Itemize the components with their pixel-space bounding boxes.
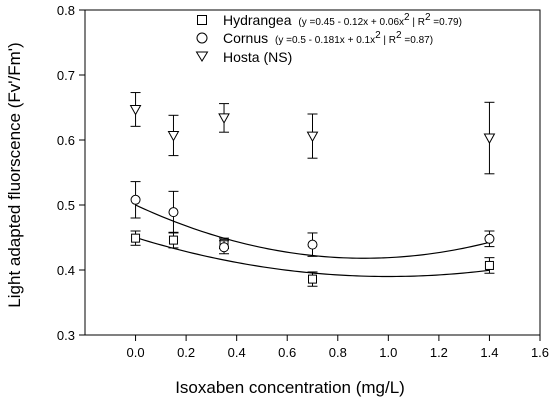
y-tick-label-2: 0.5 xyxy=(57,198,75,213)
point-hosta-1 xyxy=(167,130,180,142)
point-hydrangea-0 xyxy=(131,233,141,243)
y-tick-label-4: 0.7 xyxy=(57,68,75,83)
legend-label-cornus: Cornus (y =0.5 - 0.181x + 0.1x2 | R2 =0.… xyxy=(223,30,433,46)
point-hosta-3 xyxy=(306,131,319,143)
legend-label-hydrangea: Hydrangea (y =0.45 - 0.12x + 0.06x2 | R2… xyxy=(223,12,462,28)
point-cornus-1 xyxy=(168,207,179,218)
y-tick-label-5: 0.8 xyxy=(57,3,75,18)
y-axis-label: Light adapted fluorscence (Fv'/Fm') xyxy=(5,42,24,307)
legend: Hydrangea (y =0.45 - 0.12x + 0.06x2 | R2… xyxy=(195,12,462,65)
plot-frame xyxy=(84,9,541,336)
legend-marker-hydrangea xyxy=(197,15,207,25)
x-tick-label-5: 1.0 xyxy=(379,345,397,360)
x-tick-label-8: 1.6 xyxy=(531,345,549,360)
x-tick-label-3: 0.6 xyxy=(278,345,296,360)
point-hydrangea-4 xyxy=(484,260,494,270)
point-cornus-4 xyxy=(484,233,495,244)
axes-layer: 0.0 0.2 0.4 0.6 0.8 1.0 1.2 1.4 1.6 0.3 0.4 0.5 0.6 0… xyxy=(57,3,549,360)
legend-marker-cornus xyxy=(196,32,208,44)
y-tick-label-0: 0.3 xyxy=(57,328,75,343)
point-hosta-2 xyxy=(218,113,230,124)
legend-label-hosta: Hosta (NS) xyxy=(223,49,292,65)
legend-marker-hosta xyxy=(195,51,209,62)
y-tick-label-1: 0.4 xyxy=(57,263,75,278)
point-hosta-0 xyxy=(129,104,142,116)
point-cornus-3 xyxy=(307,239,318,250)
x-axis-label: Isoxaben concentration (mg/L) xyxy=(175,378,405,397)
x-tick-label-0: 0.0 xyxy=(127,345,145,360)
point-hydrangea-1 xyxy=(168,235,178,245)
x-tick-label-6: 1.2 xyxy=(430,345,448,360)
y-tick-label-3: 0.6 xyxy=(57,133,75,148)
x-tick-label-2: 0.4 xyxy=(228,345,246,360)
x-tick-label-7: 1.4 xyxy=(480,345,498,360)
x-tick-label-4: 0.8 xyxy=(329,345,347,360)
point-hosta-4 xyxy=(483,133,496,145)
point-cornus-2 xyxy=(219,242,230,253)
x-tick-label-1: 0.2 xyxy=(177,345,195,360)
data-points xyxy=(129,92,496,287)
point-hydrangea-3 xyxy=(308,274,317,284)
point-cornus-0 xyxy=(130,194,141,205)
